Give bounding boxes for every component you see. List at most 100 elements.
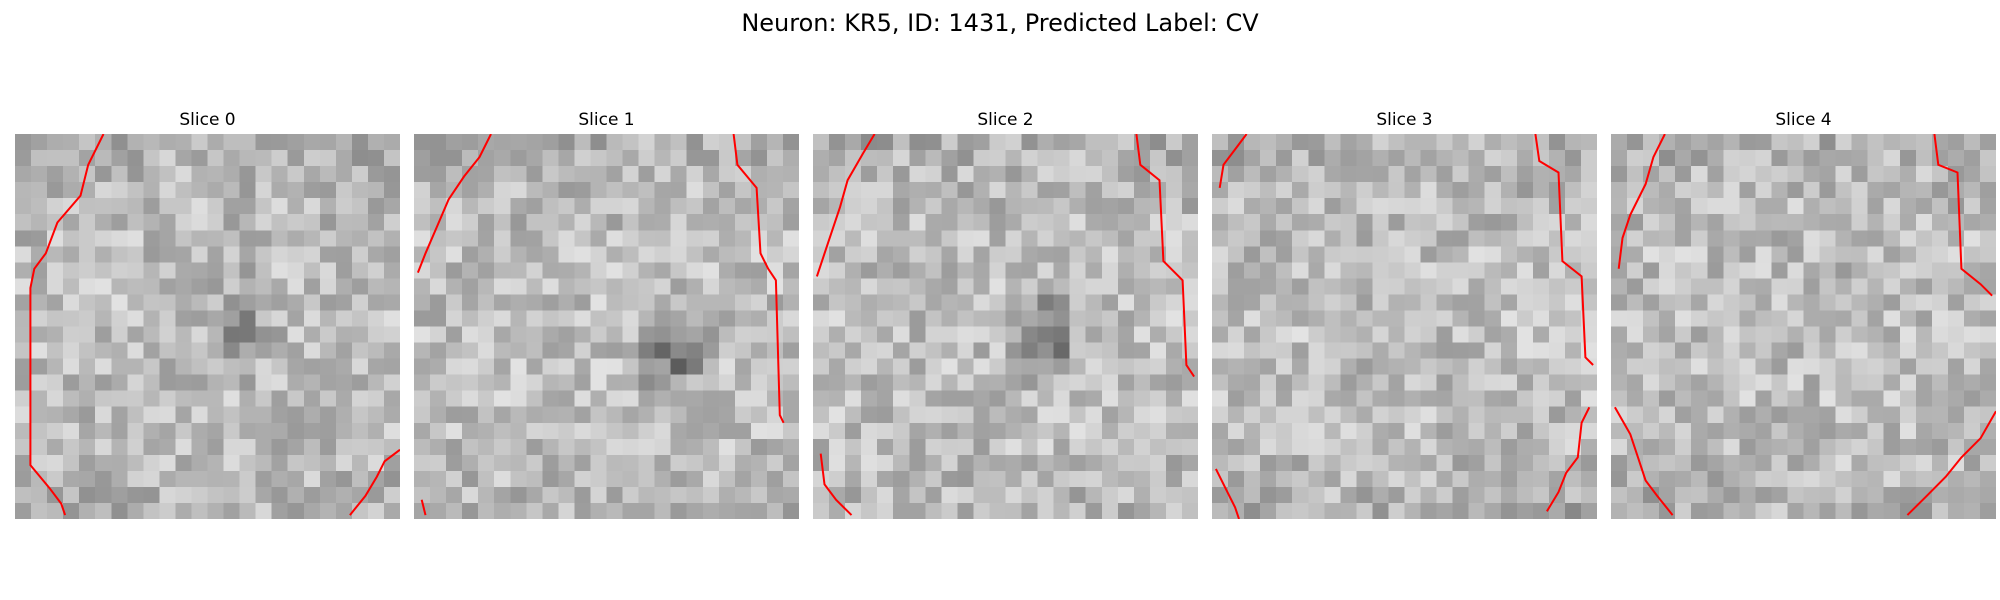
image-pixel <box>1276 262 1293 279</box>
image-pixel <box>1580 214 1597 231</box>
image-pixel <box>1372 294 1389 311</box>
image-pixel <box>1516 454 1534 472</box>
image-pixel <box>734 470 752 488</box>
image-pixel <box>1165 422 1183 440</box>
image-pixel <box>1260 486 1277 504</box>
image-pixel <box>542 390 559 408</box>
image-pixel <box>239 294 257 311</box>
image-pixel <box>367 294 385 311</box>
image-pixel <box>1835 470 1853 488</box>
image-pixel <box>1260 198 1277 215</box>
image-pixel <box>1516 326 1534 343</box>
image-pixel <box>430 470 447 488</box>
image-pixel <box>1707 166 1724 183</box>
image-pixel <box>175 214 192 231</box>
image-pixel <box>909 246 926 263</box>
image-pixel <box>1244 182 1261 199</box>
image-pixel <box>1867 374 1885 392</box>
image-pixel <box>143 342 160 359</box>
boundary-contour <box>1215 468 1240 519</box>
image-pixel <box>1181 406 1198 424</box>
image-pixel <box>1133 150 1151 167</box>
image-pixel <box>478 198 495 215</box>
image-pixel <box>1292 486 1309 504</box>
image-pixel <box>542 486 559 504</box>
image-pixel <box>558 134 575 151</box>
image-pixel <box>718 166 736 183</box>
image-pixel <box>255 262 273 279</box>
image-pixel <box>1803 182 1820 199</box>
image-pixel <box>1484 214 1502 231</box>
image-pixel <box>47 342 64 359</box>
image-pixel <box>31 246 48 263</box>
image-pixel <box>1755 262 1772 279</box>
image-pixel <box>1707 230 1724 247</box>
image-pixel <box>335 358 353 376</box>
image-pixel <box>1436 438 1454 456</box>
image-pixel <box>1436 470 1454 488</box>
image-pixel <box>1851 198 1869 215</box>
image-pixel <box>1931 166 1949 183</box>
image-pixel <box>223 294 240 311</box>
image-pixel <box>1963 358 1981 376</box>
image-pixel <box>909 278 926 295</box>
image-pixel <box>526 166 543 183</box>
image-pixel <box>1915 150 1933 167</box>
image-pixel <box>1069 134 1087 151</box>
image-pixel <box>1212 246 1229 263</box>
image-pixel <box>1611 470 1628 488</box>
image-pixel <box>782 486 799 504</box>
image-pixel <box>1835 358 1853 376</box>
image-pixel <box>1979 294 1996 311</box>
image-pixel <box>893 326 910 343</box>
image-pixel <box>1675 454 1692 472</box>
image-pixel <box>207 150 224 167</box>
image-pixel <box>1548 406 1566 424</box>
image-pixel <box>1867 134 1885 151</box>
image-pixel <box>1149 150 1167 167</box>
image-pixel <box>845 422 862 440</box>
image-pixel <box>1133 262 1151 279</box>
image-pixel <box>1452 486 1470 504</box>
image-pixel <box>941 326 958 343</box>
image-pixel <box>1580 310 1597 327</box>
image-pixel <box>702 454 720 472</box>
image-pixel <box>1133 390 1151 408</box>
image-pixel <box>542 230 559 247</box>
image-pixel <box>1611 310 1628 327</box>
image-pixel <box>1005 454 1022 472</box>
boundary-contour <box>1614 406 1674 516</box>
image-pixel <box>1260 470 1277 488</box>
image-pixel <box>478 310 495 327</box>
image-pixel <box>1787 326 1804 343</box>
image-pixel <box>1627 182 1644 199</box>
image-pixel <box>1149 230 1167 247</box>
image-pixel <box>143 182 160 199</box>
image-pixel <box>430 422 447 440</box>
image-pixel <box>383 454 400 472</box>
image-pixel <box>159 502 176 519</box>
image-pixel <box>654 438 672 456</box>
image-pixel <box>702 406 720 424</box>
image-pixel <box>446 342 463 359</box>
image-pixel <box>702 486 720 504</box>
image-pixel <box>622 166 639 183</box>
image-pixel <box>1452 150 1470 167</box>
image-pixel <box>31 198 48 215</box>
image-pixel <box>702 470 720 488</box>
image-pixel <box>1117 358 1135 376</box>
image-pixel <box>766 294 784 311</box>
image-pixel <box>111 278 128 295</box>
image-pixel <box>973 262 990 279</box>
image-pixel <box>1915 326 1933 343</box>
image-pixel <box>829 326 846 343</box>
image-pixel <box>1755 166 1772 183</box>
image-pixel <box>335 214 353 231</box>
image-pixel <box>1739 166 1756 183</box>
image-pixel <box>654 182 672 199</box>
image-pixel <box>1276 230 1293 247</box>
image-pixel <box>1228 294 1245 311</box>
image-pixel <box>1101 294 1119 311</box>
image-pixel <box>1260 502 1277 519</box>
image-pixel <box>829 166 846 183</box>
